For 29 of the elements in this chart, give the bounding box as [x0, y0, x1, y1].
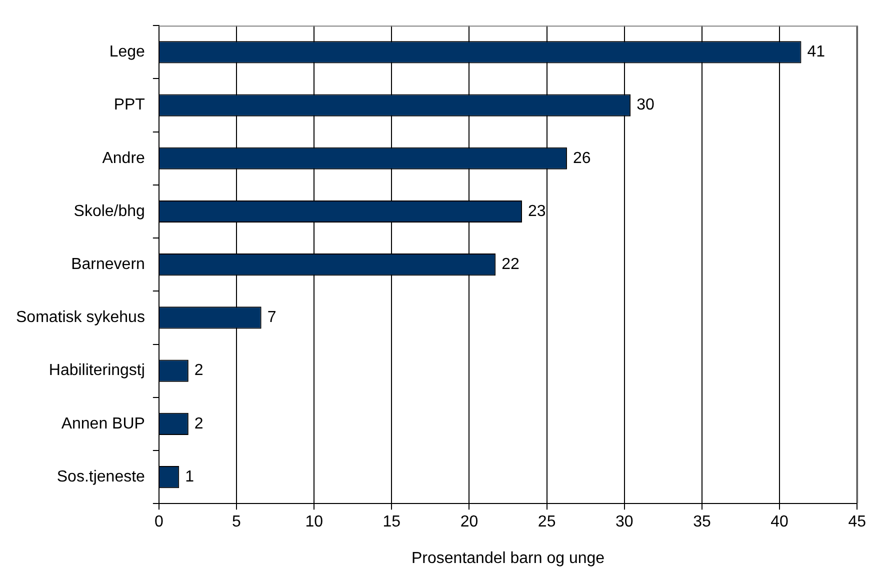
x-tick-label: 45	[848, 514, 866, 531]
data-label: 26	[572, 150, 591, 167]
data-label: 1	[185, 468, 194, 486]
y-tick-label: Andre	[102, 150, 146, 167]
data-label: 41	[807, 44, 826, 61]
x-tick-label: 25	[538, 514, 556, 531]
y-tick-label: Annen BUP	[61, 415, 145, 432]
y-tick-label: PPT	[114, 96, 146, 114]
y-tick-label: Sos.tjeneste	[56, 468, 146, 486]
x-tick-label: 20	[460, 514, 478, 531]
data-label: 7	[267, 309, 276, 326]
y-tick-label: Skole/bhg	[74, 202, 145, 220]
x-tick-label: 30	[615, 514, 634, 531]
y-tick-label: Lege	[109, 44, 146, 61]
data-label: 23	[528, 202, 546, 220]
x-axis-title: Prosentandel barn og unge	[411, 550, 605, 567]
data-label: 2	[194, 415, 204, 432]
x-tick-label: 35	[693, 514, 711, 531]
x-tick-label: 15	[382, 514, 401, 531]
y-tick-label: Habiliteringstj	[48, 362, 145, 380]
y-tick-label: Somatisk sykehus	[16, 309, 145, 326]
data-label: 22	[502, 256, 520, 274]
x-tick-label: 0	[154, 514, 164, 531]
data-label: 2	[194, 362, 204, 380]
y-tick-label: Barnevern	[71, 256, 145, 274]
x-tick-label: 10	[305, 514, 324, 531]
data-label: 30	[636, 96, 654, 114]
x-tick-label: 40	[770, 514, 789, 531]
x-tick-label: 5	[232, 514, 242, 531]
